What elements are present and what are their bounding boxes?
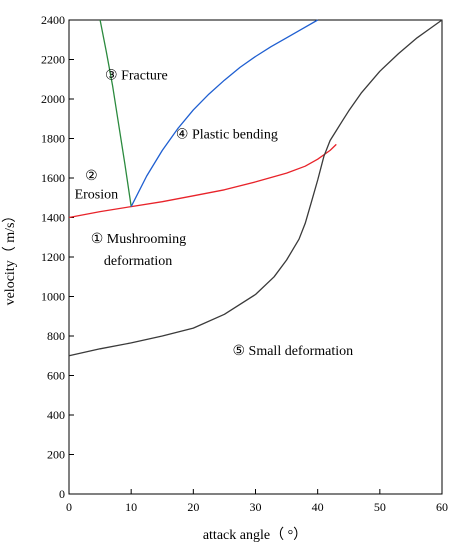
x-tick-label: 60 [436, 500, 448, 514]
x-tick-label: 50 [374, 500, 386, 514]
x-tick-label: 40 [312, 500, 324, 514]
series-line-1 [68, 143, 337, 219]
x-axis-label: attack angle（ °） [203, 527, 307, 543]
y-tick-label: 200 [47, 448, 65, 462]
x-tick-label: 10 [125, 500, 137, 514]
annotations: ③ Fracture ④ Plastic bending ② Erosion ① Mus… [75, 68, 354, 359]
series-line-4 [68, 19, 443, 357]
region-label-5: ① Mushrooming [91, 232, 186, 247]
y-tick-label: 1000 [41, 290, 65, 304]
series-group [68, 19, 443, 357]
x-tick-label: 20 [187, 500, 199, 514]
y-tick-label: 2000 [41, 92, 65, 106]
region-label-4: Erosion [75, 188, 119, 203]
y-tick-label: 800 [47, 329, 65, 343]
y-tick-label: 400 [47, 408, 65, 422]
y-tick-label: 1400 [41, 211, 65, 225]
x-axis: 0 10 20 30 40 50 60 [66, 489, 448, 514]
region-label-2: ④ Plastic bending [176, 128, 278, 143]
y-tick-label: 2400 [41, 13, 65, 27]
y-tick-label: 1600 [41, 171, 65, 185]
x-tick-label: 30 [250, 500, 262, 514]
region-label-3: ② [85, 169, 98, 184]
y-tick-label: 1800 [41, 132, 65, 146]
series-line-3 [130, 19, 319, 207]
y-axis-label: velocity（ m/s） [2, 209, 18, 306]
y-tick-label: 0 [59, 487, 65, 501]
y-tick-label: 600 [47, 369, 65, 383]
y-axis: 0 200 400 600 800 1000 1200 1400 1600 1800 2000 220… [41, 13, 74, 501]
y-tick-label: 1200 [41, 250, 65, 264]
y-tick-label: 2200 [41, 53, 65, 67]
region-label-7: ⑤ Small deformation [232, 344, 353, 359]
region-label-6: deformation [104, 254, 172, 269]
region-label-1: ③ Fracture [105, 68, 168, 83]
x-tick-label: 0 [66, 500, 72, 514]
series-line-2 [99, 19, 132, 207]
